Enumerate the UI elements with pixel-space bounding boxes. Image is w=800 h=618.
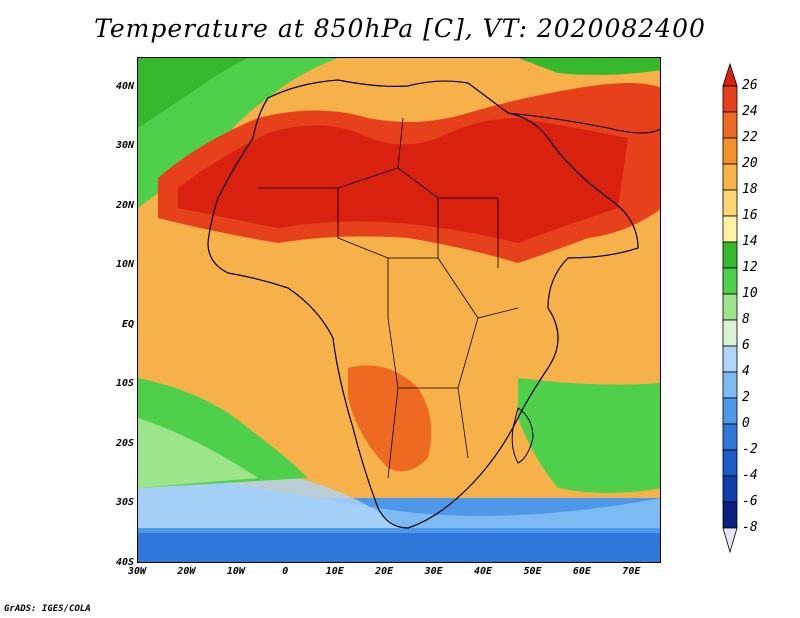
colorbar-label: 4 <box>742 364 750 379</box>
colorbar-swatch <box>722 241 738 269</box>
colorbar-swatch <box>722 215 738 243</box>
colorbar-label: 10 <box>742 286 758 301</box>
colorbar-swatch <box>722 85 738 113</box>
dark-green-band-north <box>138 58 248 128</box>
colorbar-swatch <box>722 163 738 191</box>
colorbar-min-arrow <box>722 527 738 554</box>
lon-label: 10W <box>226 566 245 577</box>
colorbar-swatch <box>722 371 738 399</box>
lat-label: 10S <box>115 378 134 390</box>
lat-label: 40S <box>115 557 134 568</box>
colorbar-label: 16 <box>742 208 758 223</box>
southern-warm-patch <box>348 365 432 472</box>
colorbar-label: -6 <box>742 494 758 509</box>
colorbar-swatch <box>722 189 738 217</box>
colorbar-label: 6 <box>742 338 750 353</box>
green-band-northeast <box>518 58 660 75</box>
country-borders <box>258 117 519 479</box>
cold-band-south <box>138 528 660 562</box>
colorbar-swatch <box>722 111 738 139</box>
colorbar-label: 22 <box>742 130 758 145</box>
madagascar-coastline <box>511 407 534 464</box>
colorbar-label: -2 <box>742 442 758 457</box>
colorbar-swatch <box>722 397 738 425</box>
colorbar-label: 2 <box>742 390 750 405</box>
credit-text: GrADS: IGES/COLA <box>4 604 91 614</box>
colorbar-swatch <box>722 501 738 529</box>
colorbar-swatch <box>722 449 738 477</box>
lon-label: 10E <box>325 566 344 577</box>
lat-label: 10N <box>115 259 134 271</box>
colorbar-label: 14 <box>742 234 758 249</box>
lon-label: 70E <box>622 566 641 577</box>
arabia-coastline <box>507 112 660 134</box>
colorbar-swatches <box>722 62 738 554</box>
lat-label: 30N <box>115 140 134 152</box>
colorbar-swatch <box>722 475 738 503</box>
colorbar-max-arrow <box>722 62 738 87</box>
colorbar-swatch <box>722 345 738 373</box>
green-band-indian <box>518 378 660 493</box>
lon-label: 60E <box>572 566 591 577</box>
colorbar-swatch <box>722 267 738 295</box>
lon-label: 20E <box>375 566 394 577</box>
lat-label: 20N <box>115 199 134 211</box>
colorbar-label: 18 <box>742 182 758 197</box>
hottest-core-region <box>178 118 628 243</box>
chart-title: Temperature at 850hPa [C], VT: 202008240… <box>94 14 706 43</box>
lat-label: EQ <box>121 318 134 330</box>
colorbar-swatch <box>722 137 738 165</box>
colorbar-label: 8 <box>742 312 750 327</box>
colorbar-swatch <box>722 319 738 347</box>
colorbar-label: 20 <box>742 156 758 171</box>
colorbar-label: -4 <box>742 468 758 483</box>
temperature-map <box>138 58 660 562</box>
lon-label: 20W <box>177 566 196 577</box>
lon-label: 30E <box>424 566 443 577</box>
colorbar-label: 0 <box>742 416 750 431</box>
lat-label: 20S <box>115 437 134 449</box>
colorbar-label: 24 <box>742 104 758 119</box>
pale-green-band <box>138 418 258 488</box>
colorbar-label: -8 <box>742 520 758 535</box>
africa-coastline <box>207 79 639 529</box>
lat-label: 40N <box>115 80 134 92</box>
lat-label: 30S <box>115 497 134 509</box>
lon-label: 30W <box>127 566 147 577</box>
lon-label: 50E <box>523 566 542 577</box>
colorbar-swatch <box>722 423 738 451</box>
lon-label: 40E <box>474 566 493 577</box>
colorbar-label: 26 <box>742 78 758 93</box>
colorbar-label: 12 <box>742 260 758 275</box>
lon-label: 0 <box>282 566 289 577</box>
colorbar-swatch <box>722 293 738 321</box>
map-area <box>137 57 661 563</box>
